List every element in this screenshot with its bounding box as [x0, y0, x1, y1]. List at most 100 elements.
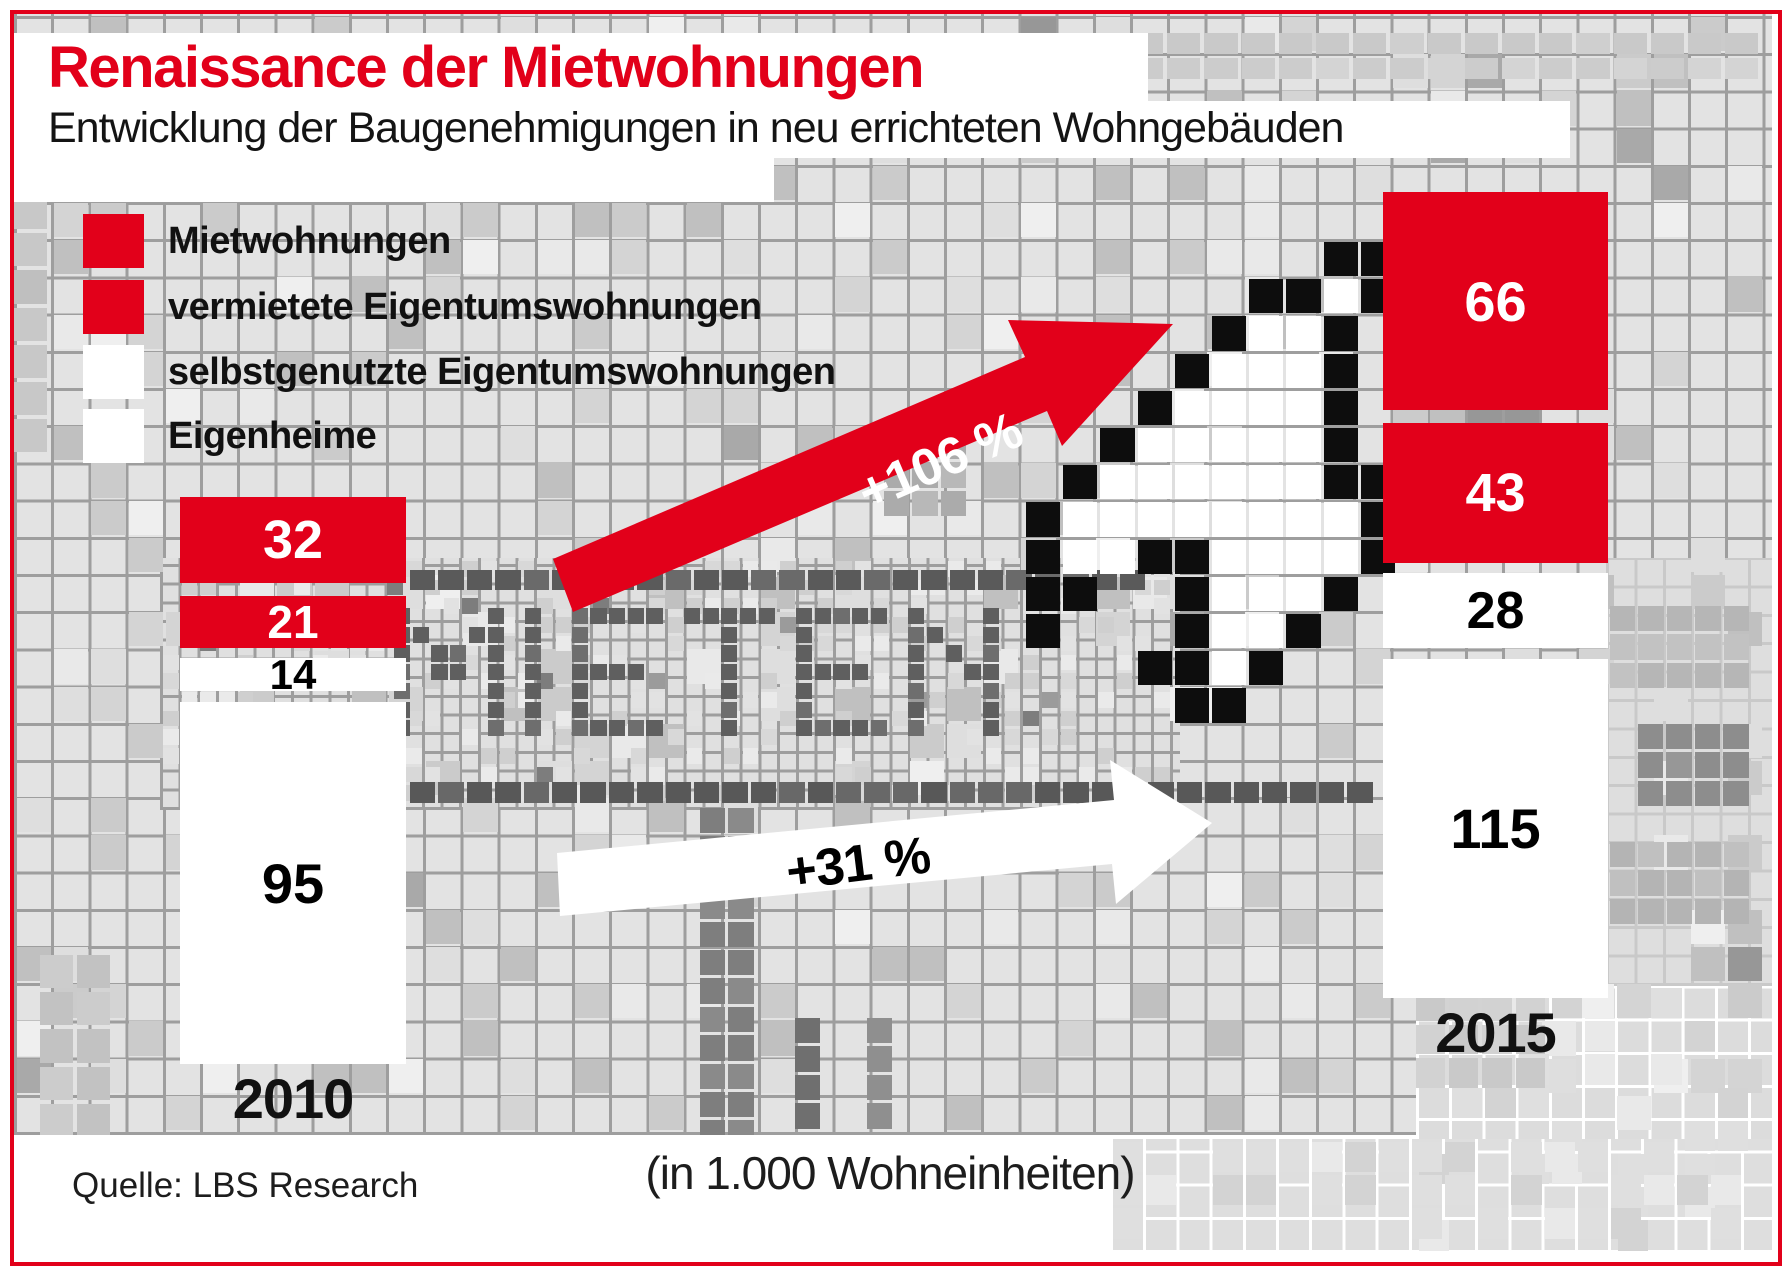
mosaic-tile [1319, 835, 1354, 870]
mosaic-tile [1723, 842, 1749, 868]
cursor-outline-tile [1323, 242, 1358, 277]
mosaic-tile [723, 389, 758, 424]
mosaic-tile [1638, 724, 1664, 750]
mosaic-tile [612, 240, 647, 275]
mosaic-tile [91, 463, 126, 498]
mosaic-tile [14, 307, 48, 341]
legend-swatch-eigenheime [83, 409, 144, 463]
cursor-outline-tile [1063, 576, 1098, 611]
mosaic-tile [389, 1058, 424, 1093]
mosaic-tile [947, 984, 982, 1019]
mosaic-tile [921, 782, 947, 803]
mosaic-tile [700, 921, 726, 947]
cursor-fill-tile [1100, 502, 1135, 537]
mosaic-tile [1245, 1142, 1276, 1173]
mosaic-tile [1241, 58, 1275, 79]
mosaic-tile [438, 782, 464, 803]
mosaic-tile [1041, 691, 1058, 708]
mosaic-tile [1691, 537, 1726, 572]
mosaic-tile [884, 490, 910, 517]
mosaic-tile [612, 984, 647, 1019]
mosaic-tile [1577, 1142, 1608, 1173]
mosaic-tile [1091, 570, 1117, 590]
mosaic-tile [1021, 463, 1056, 498]
mosaic-tile [1378, 1142, 1409, 1173]
mosaic-tile [1502, 33, 1536, 54]
mosaic-tile [807, 570, 833, 590]
mosaic-tile [761, 673, 778, 689]
mosaic-tile [500, 426, 535, 461]
mosaic-tile [728, 921, 754, 947]
mosaic-tile [426, 203, 461, 238]
mosaic-tile [466, 570, 493, 590]
mosaic-tile [700, 1063, 726, 1089]
mosaic-tile [1113, 1208, 1144, 1239]
mosaic-tile [1146, 1175, 1177, 1206]
mosaic-tile [426, 909, 461, 944]
mosaic-tile [723, 240, 758, 275]
mosaic-tile [495, 570, 521, 590]
mosaic-tile [929, 691, 946, 708]
mosaic-tile [780, 617, 796, 633]
mosaic-tile [1576, 33, 1610, 54]
category-label-2015: 2015 [1435, 1001, 1557, 1064]
bar-2010-eigenheime: 95 [180, 702, 406, 1064]
mosaic-tile [694, 782, 720, 803]
mosaic-tile [424, 710, 441, 727]
mosaic-tile [14, 270, 48, 304]
mosaic-tile [1244, 1095, 1279, 1130]
mosaic-tile [892, 710, 908, 727]
mosaic-tile [1723, 752, 1749, 778]
mosaic-tile [1079, 766, 1095, 783]
mosaic-tile [1207, 240, 1242, 275]
mosaic-tile [867, 1103, 893, 1129]
mosaic-tile [91, 686, 126, 721]
mosaic-tile [523, 570, 549, 590]
mosaic-tile [1695, 898, 1721, 925]
mosaic-tile [1021, 277, 1056, 312]
mosaic-tile [872, 947, 907, 982]
mosaic-tile [1650, 58, 1684, 79]
mosaic-tile [91, 649, 126, 684]
mosaic-tile [1353, 33, 1387, 54]
mosaic-tile [1060, 673, 1077, 689]
mosaic-tile [91, 835, 126, 870]
mosaic-tile [1644, 1175, 1675, 1206]
mosaic-tile [1710, 1208, 1741, 1239]
mosaic-tile [817, 635, 834, 652]
mosaic-tile [165, 1095, 200, 1130]
mosaic-tile [1316, 33, 1350, 54]
mosaic-tile [665, 570, 691, 590]
mosaic-tile [705, 673, 721, 689]
mosaic-tile [780, 635, 796, 652]
mosaic-tile [1695, 634, 1721, 660]
mosaic-tile [1079, 617, 1095, 633]
mosaic-tile [779, 570, 805, 590]
mosaic-tile [1610, 606, 1636, 632]
mosaic-tile [761, 1058, 796, 1093]
mosaic-tile [1154, 598, 1170, 615]
cursor-fill-tile [1249, 502, 1284, 537]
mosaic-tile [424, 766, 441, 783]
legend-swatch-mietwohnungen [83, 214, 144, 268]
cursor-outline-tile [1174, 576, 1209, 611]
mosaic-tile [1610, 662, 1636, 689]
cursor-outline-tile [1286, 279, 1321, 314]
cursor-fill-tile [1137, 465, 1172, 500]
mosaic-tile [1098, 617, 1114, 633]
mosaic-tile [722, 782, 748, 803]
mosaic-tile [700, 1006, 726, 1033]
mosaic-tile [555, 729, 572, 745]
mosaic-tile [128, 612, 163, 647]
mosaic-tile [665, 782, 691, 803]
mosaic-tile [1651, 1054, 1682, 1085]
mosaic-tile [1170, 165, 1205, 200]
mosaic-tile [1245, 1175, 1276, 1206]
mosaic-tile [836, 766, 852, 783]
mosaic-tile [1058, 872, 1093, 907]
mosaic-tile [463, 1021, 498, 1056]
mosaic-tile [1723, 724, 1749, 750]
mosaic-tile [1316, 58, 1350, 79]
mosaic-tile [1319, 612, 1354, 647]
cursor-fill-tile [1286, 353, 1321, 388]
